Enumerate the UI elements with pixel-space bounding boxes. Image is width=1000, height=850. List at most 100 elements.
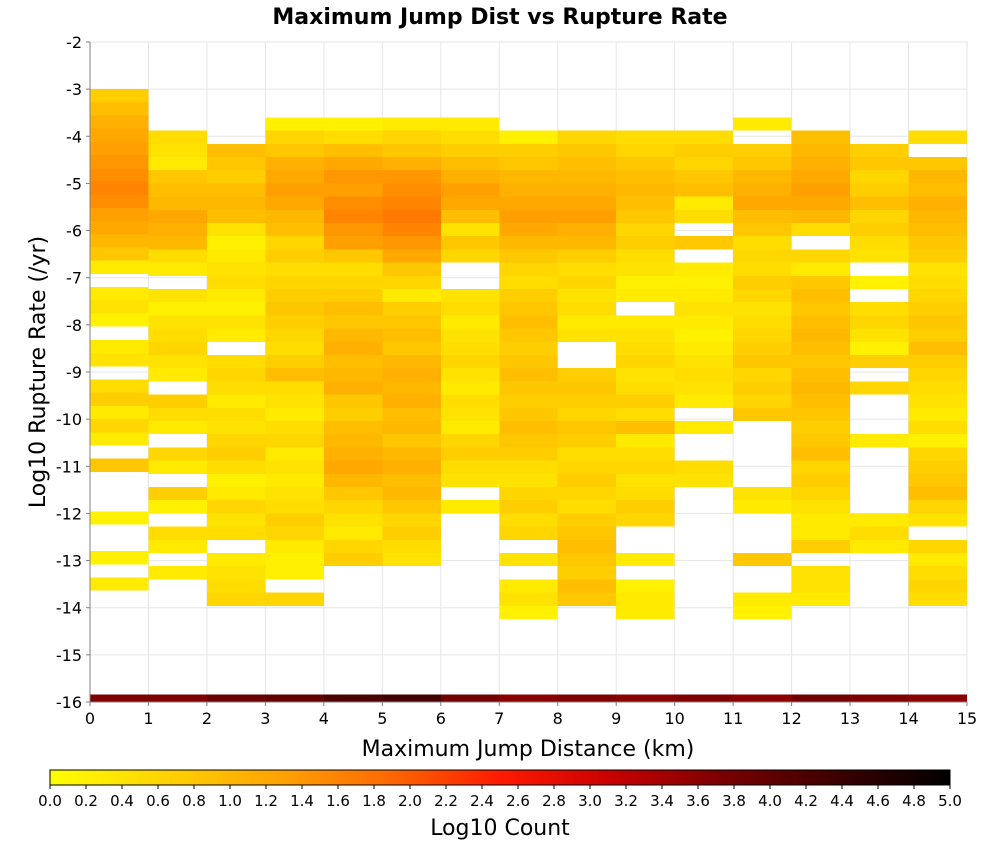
heatmap-cell [908, 421, 967, 435]
heatmap-cell [733, 355, 792, 369]
heatmap-cell [674, 130, 734, 144]
heatmap-cell [265, 500, 324, 514]
heatmap-cell [791, 196, 851, 210]
heatmap-cell [850, 236, 909, 250]
heatmap-cell [674, 196, 734, 210]
colorbar-tick-label: 1.4 [290, 792, 314, 810]
heatmap-cell [557, 407, 617, 422]
heatmap-cell [557, 223, 617, 237]
heatmap-cell [440, 500, 500, 514]
heatmap-cell [557, 394, 617, 408]
heatmap-cell [440, 157, 500, 171]
heatmap-cell [323, 183, 383, 197]
heatmap-cell [440, 355, 500, 369]
heatmap-cell [206, 592, 266, 606]
heatmap-cell [616, 592, 675, 606]
heatmap-cell [265, 170, 324, 184]
heatmap-cell [90, 353, 149, 367]
heatmap-cell [265, 236, 324, 250]
heatmap-cell [206, 566, 266, 580]
heatmap-cell [791, 407, 851, 422]
heatmap-cell [674, 381, 734, 395]
heatmap-cell [323, 421, 383, 435]
heatmap-cell [440, 223, 500, 237]
heatmap-cell [733, 289, 792, 303]
heatmap-cell [616, 196, 675, 210]
colorbar-label: Log10 Count [430, 816, 570, 841]
heatmap-cell [908, 249, 967, 263]
heatmap-cell [323, 209, 383, 224]
heatmap-cell [206, 526, 266, 540]
heatmap-cell [674, 341, 734, 356]
heatmap-cell [557, 130, 617, 144]
heatmap-cell [557, 289, 617, 303]
heatmap-cell [908, 262, 967, 276]
heatmap-cell [733, 315, 792, 329]
heatmap-cell [440, 381, 500, 395]
heatmap-cell [499, 275, 558, 290]
heatmap-cell [206, 447, 266, 461]
heatmap-cell [674, 328, 734, 342]
heatmap-cell [323, 394, 383, 408]
heatmap-cell [90, 392, 149, 406]
colorbar [49, 769, 951, 786]
heatmap-cell [148, 249, 207, 263]
heatmap-cell [557, 447, 617, 461]
heatmap-cell [791, 143, 851, 158]
heatmap-cell-bottom [323, 694, 383, 702]
heatmap-cell [791, 223, 851, 237]
heatmap-cell [382, 539, 441, 554]
heatmap-cell [557, 328, 617, 342]
x-tick-label: 4 [319, 709, 329, 728]
heatmap-cell [908, 513, 967, 527]
heatmap-cell [733, 500, 792, 514]
y-tick-label: -4 [66, 127, 82, 146]
heatmap-cell [90, 419, 149, 433]
y-tick-label: -9 [66, 363, 82, 382]
heatmap-cell [733, 157, 792, 171]
y-tick-label: -8 [66, 316, 82, 335]
heatmap-cell [440, 209, 500, 224]
x-tick-label: 14 [898, 709, 918, 728]
x-tick-label: 0 [85, 709, 95, 728]
heatmap-cell [440, 315, 500, 329]
y-axis-ticks: -2 -3 -4 -5 -6 -7 -8 -9 -10 -11 -12 -13 -14 -15 -16 [56, 33, 90, 712]
colorbar-tick-label: 2.6 [506, 792, 530, 810]
heatmap-cell-bottom [206, 694, 266, 702]
heatmap-cell [382, 130, 441, 144]
heatmap-cell [323, 539, 383, 554]
heatmap-cell [850, 328, 909, 342]
heatmap-cell [674, 473, 734, 488]
heatmap-cell [791, 539, 851, 554]
heatmap-cell [908, 170, 967, 184]
heatmap-cell [499, 553, 558, 567]
heatmap-cell [148, 143, 207, 158]
heatmap-cell [90, 247, 149, 261]
heatmap-cell [616, 394, 675, 408]
heatmap-cell [499, 223, 558, 237]
heatmap-cell [265, 315, 324, 329]
heatmap-cell [382, 447, 441, 461]
heatmap-cell [674, 275, 734, 290]
heatmap-cell [90, 115, 149, 129]
heatmap-cell [908, 196, 967, 210]
heatmap-cell [323, 117, 383, 131]
heatmap-cell [499, 434, 558, 448]
heatmap-cell [557, 566, 617, 580]
heatmap-cell [908, 592, 967, 606]
heatmap-cell [206, 394, 266, 408]
heatmap-cell [557, 183, 617, 197]
heatmap-cell [382, 500, 441, 514]
heatmap-cell [908, 500, 967, 514]
heatmap-cell [616, 421, 675, 435]
heatmap-cell [206, 170, 266, 184]
heatmap-cell [499, 500, 558, 514]
heatmap-cell [791, 460, 851, 474]
heatmap-cell [440, 236, 500, 250]
heatmap-cell [323, 170, 383, 184]
heatmap-cell [908, 434, 967, 448]
heatmap-cell [733, 394, 792, 408]
heatmap-cell [908, 130, 967, 144]
heatmap-cell [206, 368, 266, 382]
colorbar-tick-label: 0.0 [38, 792, 62, 810]
